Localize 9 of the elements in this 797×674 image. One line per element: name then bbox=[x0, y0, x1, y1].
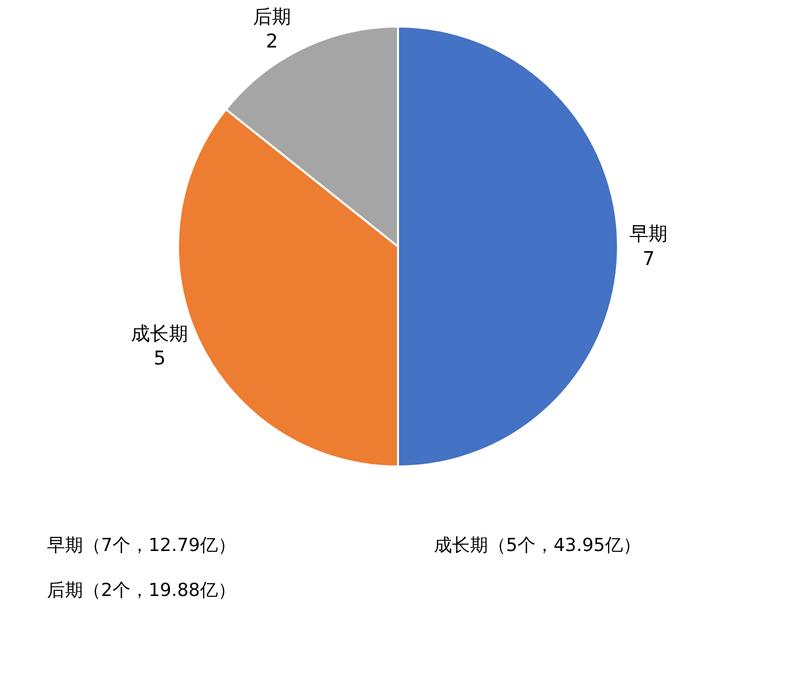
text: 后期（2个，19.88亿） bbox=[47, 580, 236, 601]
text: 早期（7个，12.79亿） bbox=[47, 535, 236, 556]
data-label: 5 bbox=[154, 348, 166, 370]
text: 成长期（5个，43.95亿） bbox=[434, 535, 641, 556]
data-label: 7 bbox=[642, 248, 655, 270]
slice-label: 后期 bbox=[252, 6, 291, 28]
slice-label: 早期 bbox=[630, 223, 668, 246]
data-label: 2 bbox=[266, 30, 278, 53]
slice-label: 成长期 bbox=[131, 323, 188, 346]
